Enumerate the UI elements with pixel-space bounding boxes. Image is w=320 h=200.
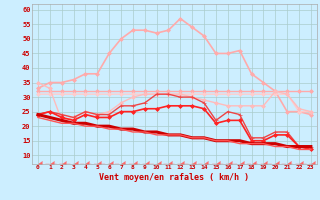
X-axis label: Vent moyen/en rafales ( km/h ): Vent moyen/en rafales ( km/h ) (100, 173, 249, 182)
